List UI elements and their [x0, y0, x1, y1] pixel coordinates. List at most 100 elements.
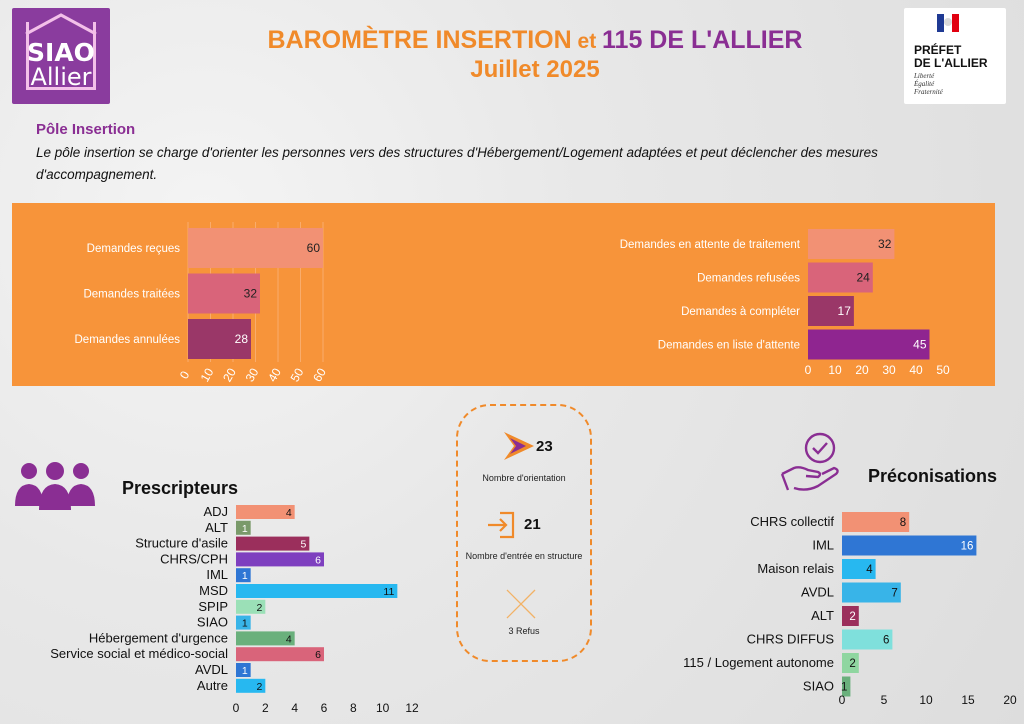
- hand-check-icon: [780, 432, 839, 491]
- chart2-value-label-6: 2: [256, 602, 262, 614]
- chart2-tick-label-6: 12: [405, 701, 419, 715]
- entry-label: Nombre d'entrée en structure: [465, 551, 583, 561]
- chart2-tick-label-5: 10: [376, 701, 390, 715]
- prefet-motto: Liberté Égalité Fraternité: [914, 72, 943, 96]
- chart2-value-label-3: 6: [315, 554, 321, 566]
- chart2-category-label-7: SIAO: [197, 615, 228, 630]
- chart3-category-label-2: Maison relais: [757, 561, 834, 576]
- page-title: BAROMÈTRE INSERTION et 115 DE L'ALLIER: [170, 26, 900, 56]
- chart3-value-label-0: 8: [900, 517, 906, 529]
- refusal-cross-icon: [506, 589, 536, 619]
- house-roof-icon: [25, 13, 97, 36]
- motto-egalite: Égalité: [914, 80, 935, 88]
- chart2-category-label-8: Hébergement d'urgence: [89, 630, 228, 645]
- title-part1: BAROMÈTRE INSERTION: [267, 26, 572, 54]
- chart2-bar-6: [236, 599, 266, 614]
- prefet-logo: PRÉFET DE L'ALLIER Liberté Égalité Frate…: [904, 8, 1006, 104]
- chart2-bar-7: [236, 615, 251, 630]
- prefet-title: PRÉFET DE L'ALLIER: [914, 44, 988, 70]
- chart2-value-label-10: 1: [242, 665, 248, 677]
- chart2-category-label-10: AVDL: [195, 662, 228, 677]
- motto-liberte: Liberté: [914, 72, 935, 80]
- chart2-value-label-2: 5: [300, 539, 306, 551]
- chart3-bar-7: [842, 676, 851, 697]
- pole-insertion-text: Le pôle insertion se charge d'orienter l…: [36, 145, 878, 182]
- pole-insertion-heading: Pôle Insertion: [36, 121, 136, 138]
- chart2-tick-label-0: 0: [233, 701, 240, 715]
- chart2-tick-label-1: 2: [262, 701, 269, 715]
- chart2-tick-label-4: 8: [350, 701, 357, 715]
- summary-box: 23 Nombre d'orientation 21 Nombre d'entr…: [456, 404, 592, 662]
- chart2-bar-10: [236, 663, 251, 677]
- chart3-value-label-2: 4: [866, 564, 873, 576]
- chart2-bar-9: [236, 647, 324, 662]
- prefet-line2: DE L'ALLIER: [914, 56, 988, 70]
- chart2-category-label-5: MSD: [199, 583, 228, 598]
- chart2-value-label-0: 4: [286, 507, 292, 519]
- chart2-bar-8: [236, 631, 295, 646]
- chart3-category-label-1: IML: [812, 538, 834, 553]
- logo-line1: SIAO: [27, 38, 95, 67]
- chart3-value-label-3: 7: [891, 588, 897, 600]
- chart2-bar-11: [236, 678, 266, 693]
- chart2-bar-5: [236, 584, 398, 598]
- orientation-arrow-icon: [504, 432, 534, 460]
- chart3-bar-6: [842, 653, 859, 673]
- chart3-bar-4: [842, 606, 859, 626]
- chart2-category-label-0: ADJ: [203, 504, 228, 519]
- requests-panel: [12, 203, 995, 386]
- title-part3: 115 DE L'ALLIER: [602, 26, 803, 54]
- entry-count: 21: [524, 516, 541, 533]
- people-group-icon: [15, 462, 95, 510]
- chart2-category-label-3: CHRS/CPH: [160, 551, 228, 566]
- chart3-value-label-5: 6: [883, 635, 889, 647]
- house-frame-icon: [26, 22, 96, 90]
- chart3-bar-1: [842, 535, 977, 556]
- orientation-count: 23: [536, 438, 553, 455]
- chart3-value-label-6: 2: [849, 658, 855, 670]
- chart2-value-label-5: 11: [383, 586, 394, 598]
- chart3-value-label-7: 1: [841, 682, 847, 694]
- chart2-value-label-4: 1: [242, 570, 248, 582]
- refusal-label: 3 Refus: [508, 626, 540, 636]
- siao-allier-logo: SIAO Allier: [12, 8, 110, 104]
- chart3-tick-label-1: 5: [881, 693, 888, 707]
- chart3-category-label-0: CHRS collectif: [750, 514, 834, 529]
- chart2-bar-4: [236, 568, 251, 583]
- chart3-category-label-6: 115 / Logement autonome: [683, 655, 834, 670]
- chart3-value-label-1: 16: [961, 541, 974, 553]
- chart2-value-label-11: 2: [256, 681, 262, 693]
- chart2-category-label-11: Autre: [197, 678, 228, 693]
- logo-line2: Allier: [30, 63, 92, 91]
- chart2-category-label-9: Service social et médico-social: [50, 646, 228, 661]
- marianne-flag-icon: [937, 14, 959, 32]
- chart2-category-label-4: IML: [206, 567, 228, 582]
- chart3-tick-label-0: 0: [839, 693, 846, 707]
- chart3-tick-label-4: 20: [1003, 693, 1017, 707]
- chart3-tick-label-3: 15: [961, 693, 975, 707]
- chart2-tick-label-3: 6: [321, 701, 328, 715]
- chart2-category-label-6: SPIP: [198, 599, 228, 614]
- motto-fraternite: Fraternité: [914, 88, 943, 96]
- chart2-value-label-9: 6: [315, 649, 321, 661]
- chart3-category-label-5: CHRS DIFFUS: [747, 632, 835, 647]
- prescripteurs-heading: Prescripteurs: [122, 478, 239, 498]
- entry-door-icon: [488, 511, 515, 539]
- chart2-category-label-2: Structure d'asile: [135, 536, 228, 551]
- chart3-value-label-4: 2: [849, 611, 855, 623]
- chart2-value-label-7: 1: [242, 618, 248, 630]
- chart3-tick-label-2: 10: [919, 693, 933, 707]
- preconisations-heading: Préconisations: [868, 466, 998, 486]
- chart2-bar-1: [236, 520, 251, 535]
- chart2-value-label-8: 4: [286, 633, 292, 645]
- chart2-bar-3: [236, 552, 324, 567]
- chart2-value-label-1: 1: [242, 523, 248, 535]
- prefet-line1: PRÉFET: [914, 43, 962, 57]
- chart3-category-label-7: SIAO: [803, 679, 834, 694]
- chart2-bar-2: [236, 536, 310, 551]
- chart2-category-label-1: ALT: [205, 520, 228, 535]
- chart2-bar-0: [236, 505, 295, 519]
- chart3-category-label-4: ALT: [811, 608, 834, 623]
- chart3-bar-3: [842, 582, 901, 603]
- title-part2: et: [571, 30, 603, 53]
